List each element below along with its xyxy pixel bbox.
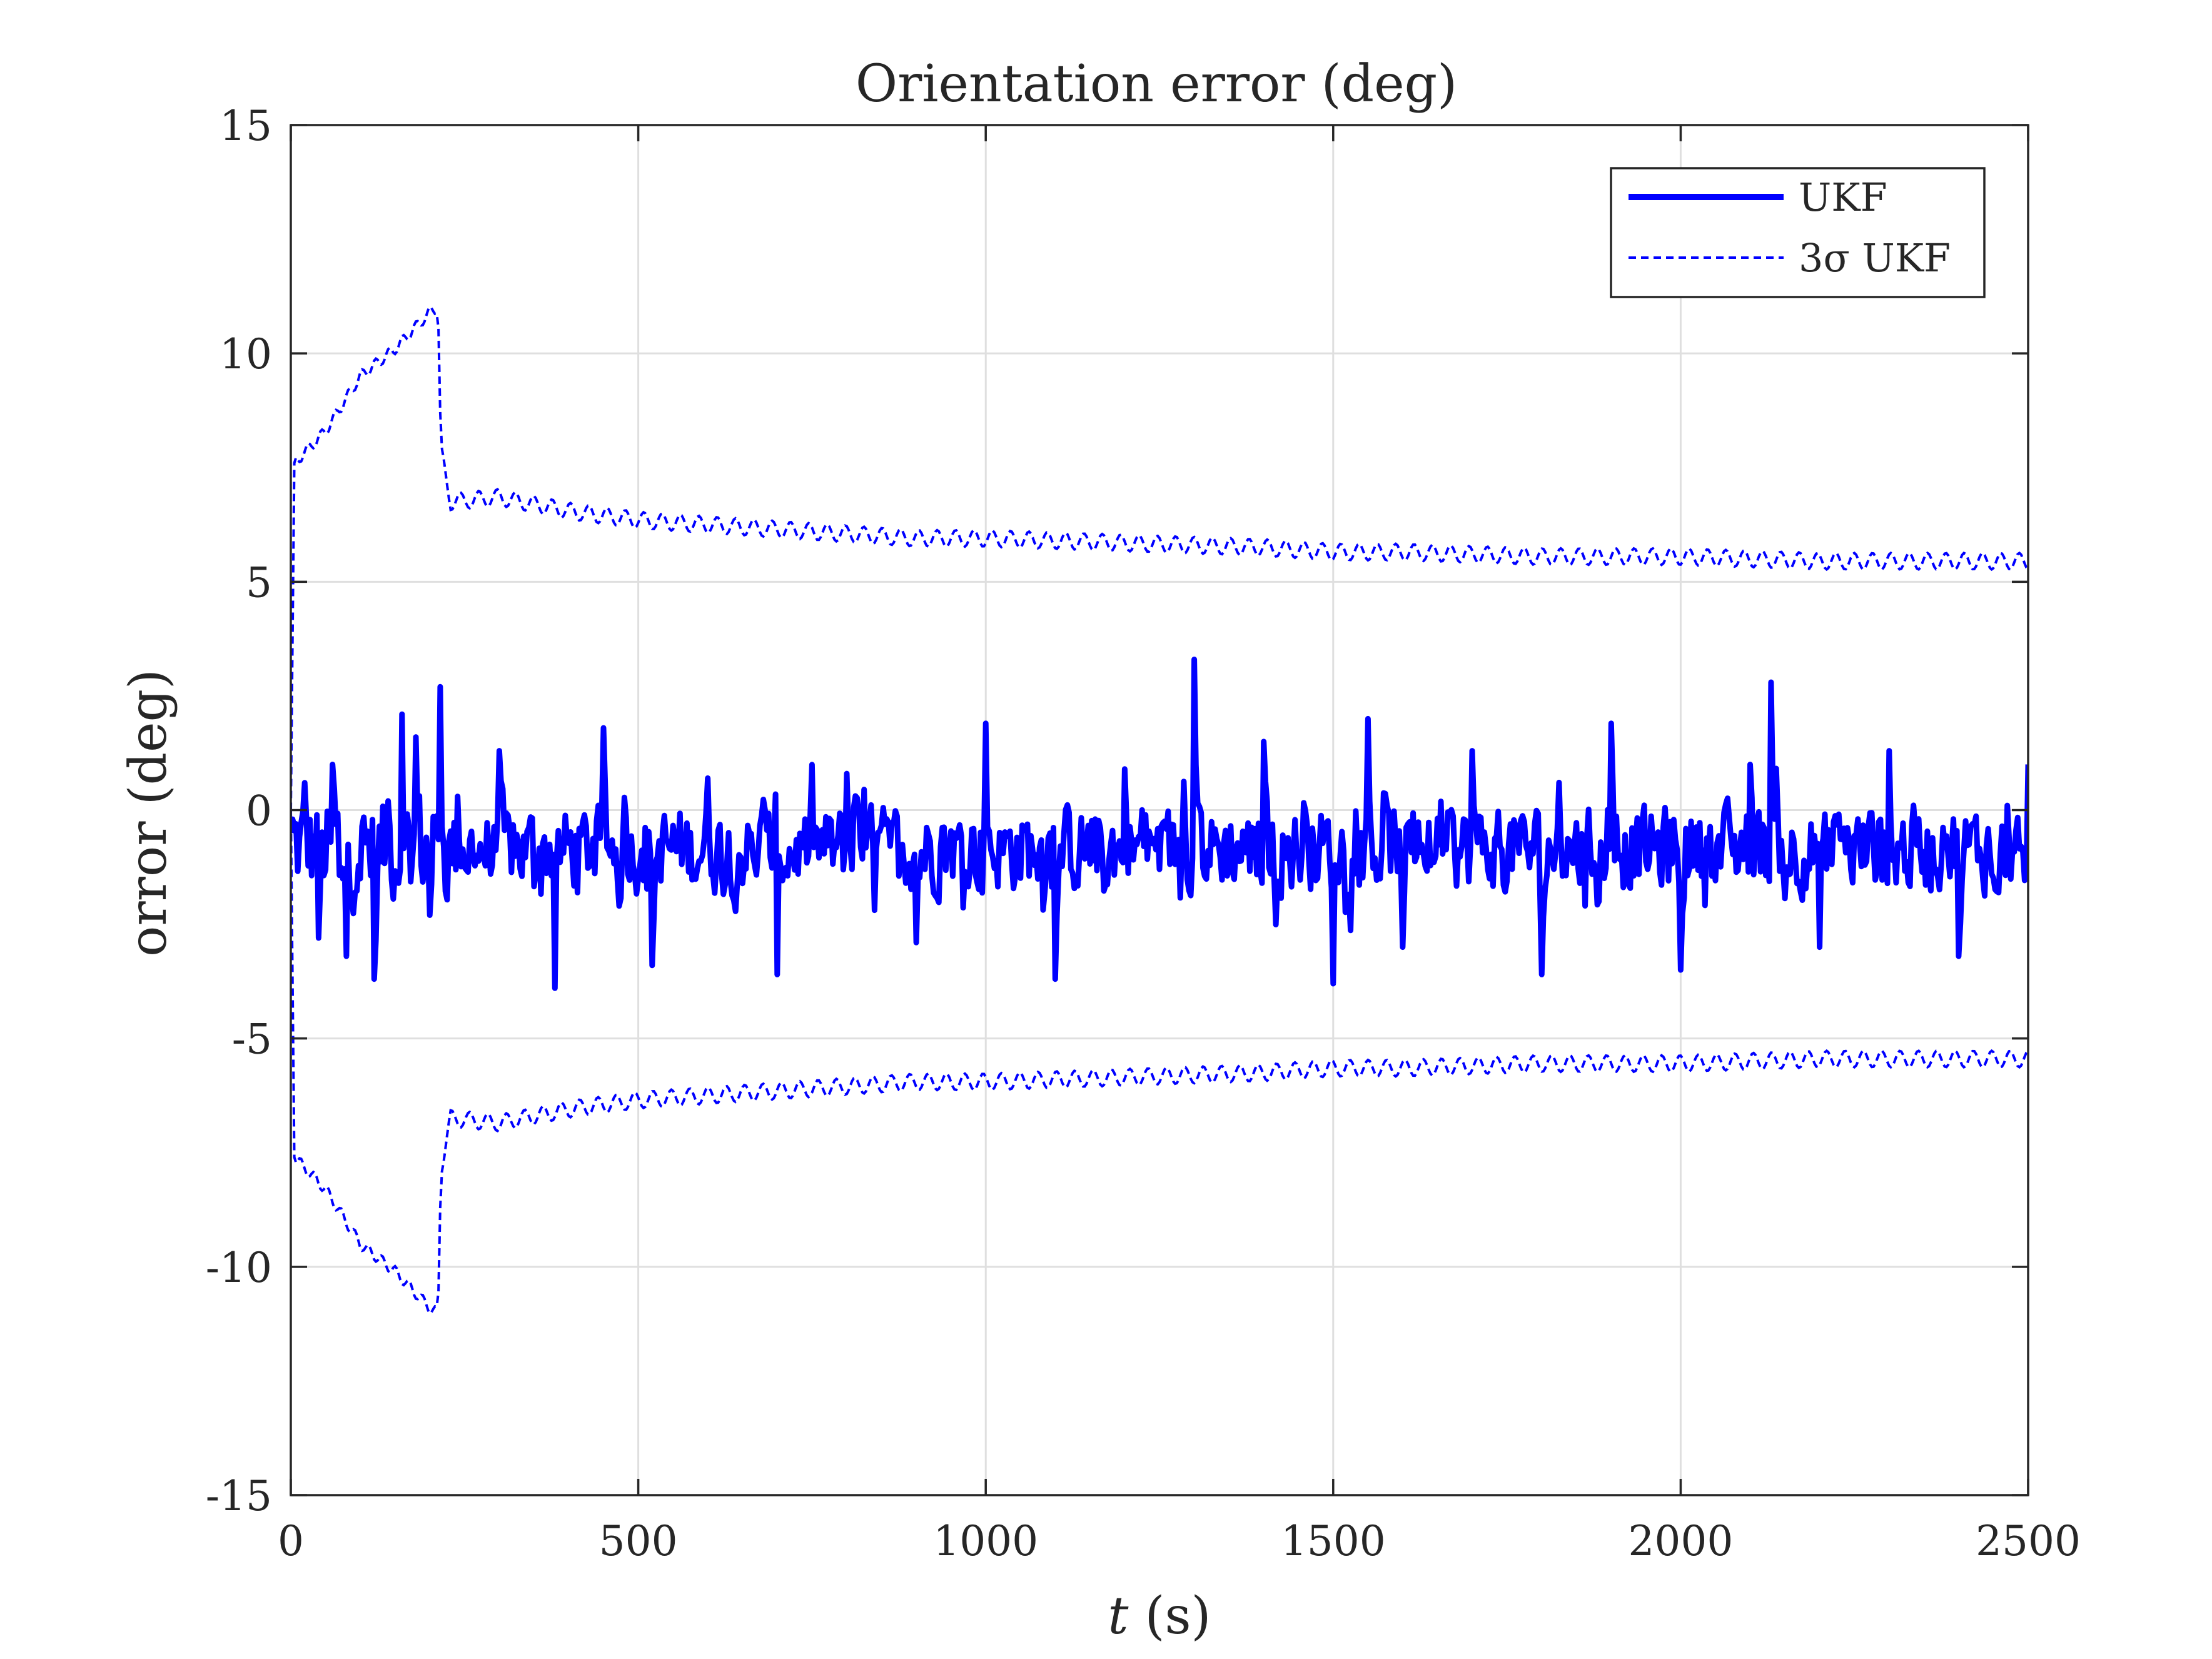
- x-axis-label: t (s): [1108, 1586, 1211, 1646]
- x-axis-label-variable: t: [1108, 1586, 1129, 1646]
- x-tick-label: 2500: [1976, 1517, 2081, 1565]
- y-tick-label: -5: [232, 1016, 272, 1064]
- y-tick-label: 0: [246, 787, 272, 835]
- x-tick-label: 0: [278, 1517, 304, 1565]
- y-tick-label: -15: [206, 1472, 272, 1520]
- x-tick-label: 1000: [933, 1517, 1038, 1565]
- y-axis-label: orror (deg): [119, 669, 178, 957]
- y-tick-label: 5: [246, 558, 272, 607]
- 3sigma-upper-line: [291, 305, 2028, 810]
- y-tick-label: 15: [220, 102, 272, 150]
- chart-title: Orientation error (deg): [856, 54, 1457, 114]
- x-tick-label: 500: [599, 1517, 678, 1565]
- x-tick-label: 1500: [1281, 1517, 1386, 1565]
- legend-label-3sigma: 3σ UKF: [1799, 235, 1951, 281]
- 3sigma-lower-line: [291, 810, 2028, 1316]
- y-tick-label: 10: [220, 330, 272, 378]
- legend-label-ukf: UKF: [1799, 174, 1887, 220]
- ticks: 0 500 1000 1500 2000 2500 -15 -10 -5 0 5 10 15: [206, 102, 2081, 1565]
- legend: UKF 3σ UKF: [1610, 167, 1986, 298]
- x-axis-label-unit: (s): [1128, 1586, 1211, 1646]
- ukf-error-line: [291, 657, 2028, 991]
- plot-area: [291, 305, 2028, 1316]
- legend-box: [1610, 167, 1986, 298]
- y-tick-label: -10: [206, 1244, 272, 1292]
- x-tick-label: 2000: [1628, 1517, 1733, 1565]
